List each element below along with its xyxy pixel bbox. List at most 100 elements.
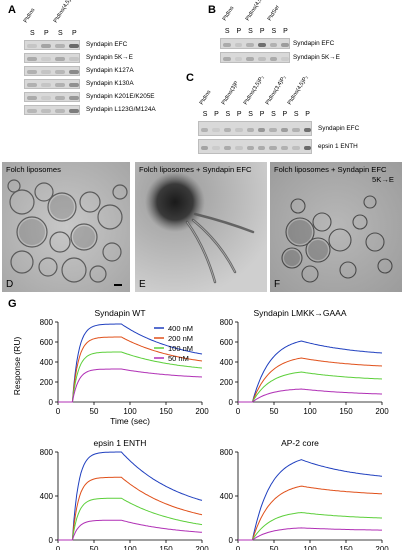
gel-band	[303, 145, 311, 150]
gel-row-label: Syndapin EFC	[318, 124, 360, 132]
gel-band	[281, 42, 289, 47]
y-tick-label: 0	[49, 398, 54, 407]
x-axis-label: Time (sec)	[110, 416, 150, 426]
series-line	[238, 485, 383, 541]
gel-band	[303, 127, 311, 132]
series-line	[238, 459, 383, 541]
x-tick-label: 100	[303, 407, 317, 416]
panel-g-letter: G	[8, 298, 17, 310]
y-tick-label: 600	[40, 338, 54, 347]
sp-label: P	[282, 111, 288, 118]
y-tick-label: 400	[40, 358, 54, 367]
series-line	[238, 371, 383, 403]
gel-band	[223, 127, 232, 132]
panel-c-col-4: PtdIns(4,5)P₂	[286, 74, 310, 106]
gel-band	[235, 145, 243, 150]
gel-band	[27, 70, 37, 74]
panel-b-gel	[220, 38, 290, 66]
gel-row-label: Syndapin 5K→E	[293, 53, 340, 61]
sp-label: S	[202, 111, 208, 118]
gel-row-label: Syndapin K127A	[86, 67, 134, 74]
panel-c-row-labels: Syndapin EFC epsin 1 ENTH	[318, 121, 404, 157]
gel-band	[41, 96, 51, 100]
gel-band	[69, 70, 79, 74]
y-tick-label: 800	[40, 448, 54, 457]
x-tick-label: 200	[375, 545, 389, 550]
gel-band	[69, 44, 79, 48]
x-tick-label: 200	[375, 407, 389, 416]
gel-band	[69, 109, 79, 113]
gel-row-label: Syndapin K201E/K205E	[86, 93, 155, 100]
x-tick-label: 200	[195, 407, 209, 416]
gel-row-label: epsin 1 ENTH	[318, 142, 358, 150]
em-image-f: Folch liposomes + Syndapin EFC 5K→E F	[270, 162, 402, 292]
sp-label: S	[225, 111, 231, 118]
gel-band	[55, 83, 65, 87]
gel-band	[258, 145, 266, 150]
gel-band	[27, 83, 37, 87]
chart-title: Syndapin LMKK→GAAA	[253, 308, 346, 318]
panel-a-gel	[24, 40, 80, 118]
legend-label: 400 nM	[168, 324, 193, 333]
gel-band	[55, 109, 65, 113]
sp-label: S	[271, 28, 277, 35]
gel-strip	[24, 66, 80, 76]
gel-band	[69, 96, 79, 100]
gel-strip	[24, 92, 80, 102]
panel-c-col-3: PtdIns(3,4)P₂	[264, 74, 288, 106]
sp-label: P	[259, 28, 265, 35]
gel-band	[55, 44, 65, 48]
gel-band	[41, 83, 51, 87]
series-line	[238, 340, 383, 403]
x-tick-label: 50	[270, 545, 279, 550]
spr-charts: Syndapin WT 0 200 400 600 800 0 50 100 150 200 Time…	[12, 308, 389, 550]
gel-row-label: Syndapin EFC	[293, 39, 335, 47]
sp-label: P	[305, 111, 310, 118]
gel-band	[69, 57, 79, 61]
gel-band	[258, 56, 266, 61]
panel-c-col-1: PtdIns(3)P	[220, 80, 241, 106]
sp-label: S	[30, 30, 35, 37]
panel-c-letter: C	[186, 72, 194, 84]
x-tick-label: 0	[56, 545, 61, 550]
gel-band	[269, 56, 278, 61]
panel-b-letter: B	[208, 4, 216, 16]
gel-band	[41, 70, 51, 74]
em-image-f-label-2: 5K→E	[372, 175, 394, 184]
x-tick-label: 150	[159, 407, 173, 416]
sp-label: S	[248, 28, 253, 35]
gel-band	[280, 145, 289, 150]
x-tick-label: 200	[195, 545, 209, 550]
legend-label: 200 nM	[168, 334, 193, 343]
y-tick-label: 800	[40, 318, 54, 327]
gel-band	[234, 42, 243, 47]
x-tick-label: 150	[339, 545, 353, 550]
gel-band	[269, 42, 278, 47]
gel-strip	[24, 53, 80, 63]
x-tick-label: 100	[123, 545, 137, 550]
panel-a-col-0: PtdIns	[22, 7, 37, 24]
liposome-micrograph-f	[270, 162, 402, 292]
gel-strip	[24, 79, 80, 89]
chart-title: epsin 1 ENTH	[94, 438, 147, 448]
panel-c-col-2: PtdIns(3,5)P₂	[242, 74, 266, 106]
panel-c-gel	[198, 121, 312, 157]
y-tick-label: 800	[220, 318, 234, 327]
gel-band	[69, 83, 79, 87]
panel-b-col-1: PtdIns(4,5)P₂	[244, 0, 268, 22]
series-line	[238, 388, 382, 403]
gel-band	[223, 145, 232, 150]
gel-band	[246, 145, 254, 150]
em-image-d-label: Folch liposomes	[6, 165, 61, 174]
panel-e-letter: E	[139, 279, 146, 290]
x-tick-label: 0	[56, 407, 61, 416]
gel-band	[41, 109, 51, 113]
gel-band	[269, 127, 277, 132]
panel-f-letter: F	[274, 279, 281, 290]
chart-title: Syndapin WT	[94, 308, 145, 318]
gel-band	[201, 127, 209, 132]
gel-band	[223, 56, 231, 61]
gel-band	[269, 145, 277, 150]
series-line	[58, 323, 203, 403]
